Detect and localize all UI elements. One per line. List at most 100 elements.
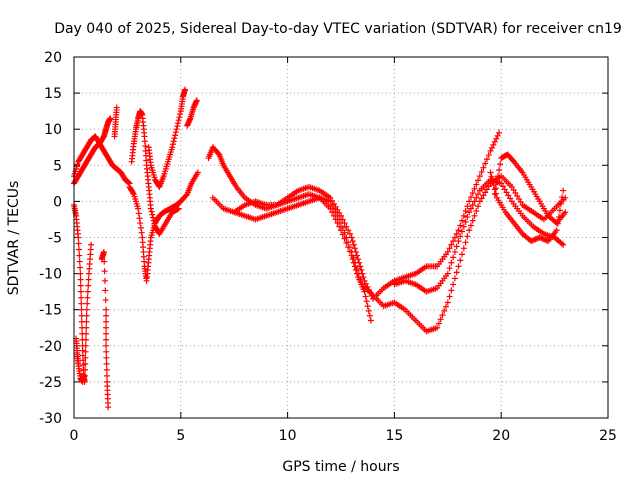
- data-point: [559, 194, 566, 201]
- data-point: [435, 320, 442, 327]
- data-point: [490, 182, 497, 189]
- data-point: [492, 185, 499, 192]
- data-point: [457, 257, 464, 264]
- series-arc-h: [128, 108, 182, 237]
- data-point: [560, 187, 567, 194]
- data-point: [172, 129, 179, 136]
- data-point: [453, 230, 460, 237]
- data-point: [78, 300, 85, 307]
- plot-area: [71, 86, 569, 411]
- data-point: [75, 246, 82, 253]
- data-point: [343, 223, 350, 230]
- data-point: [460, 223, 467, 230]
- data-point: [444, 248, 451, 255]
- series-arc-f: [111, 104, 120, 140]
- data-point: [476, 198, 483, 205]
- data-point: [473, 208, 480, 215]
- data-point: [349, 256, 356, 263]
- data-point: [507, 195, 514, 202]
- data-point: [76, 258, 83, 265]
- data-point: [103, 330, 110, 337]
- data-point: [466, 209, 473, 216]
- data-point: [77, 282, 84, 289]
- data-point: [496, 167, 503, 174]
- data-point: [480, 192, 487, 199]
- data-point: [113, 104, 120, 111]
- data-point: [446, 245, 453, 252]
- x-tick-labels: 0 5 10 15 20 25: [70, 428, 617, 444]
- data-point: [467, 194, 474, 201]
- data-point: [464, 203, 471, 210]
- data-point: [478, 195, 485, 202]
- data-point: [84, 300, 91, 307]
- data-point: [135, 210, 142, 217]
- data-point: [459, 228, 466, 235]
- y-tick-label: 20: [44, 50, 62, 66]
- data-point: [487, 147, 494, 154]
- x-tick-label: 0: [70, 428, 79, 444]
- data-point: [499, 183, 506, 190]
- data-point: [554, 220, 561, 227]
- grid-lines: [74, 57, 608, 418]
- data-point: [466, 227, 473, 234]
- data-point: [327, 198, 334, 205]
- data-point: [194, 169, 201, 176]
- y-tick-label: 0: [53, 194, 62, 210]
- data-point: [464, 233, 471, 240]
- data-point: [450, 254, 457, 261]
- data-point: [138, 229, 145, 236]
- data-point: [553, 227, 560, 234]
- data-point: [193, 97, 200, 104]
- data-point: [182, 86, 189, 93]
- data-point: [365, 307, 372, 314]
- data-point: [352, 266, 359, 273]
- data-point: [85, 282, 92, 289]
- plot-frame: [73, 56, 609, 419]
- data-point: [84, 288, 91, 295]
- data-point: [451, 275, 458, 282]
- data-point: [136, 215, 143, 222]
- data-point: [448, 241, 455, 248]
- data-point: [107, 115, 114, 122]
- data-point: [488, 144, 495, 151]
- data-point: [355, 256, 362, 263]
- y-tick-label: 15: [44, 86, 62, 102]
- data-point: [492, 190, 499, 197]
- x-tick-label: 5: [176, 428, 185, 444]
- data-point: [338, 227, 344, 234]
- data-point: [75, 240, 82, 247]
- data-point: [327, 205, 334, 212]
- data-point: [453, 269, 460, 276]
- data-point: [177, 111, 184, 118]
- data-point: [150, 217, 157, 224]
- series-arc-n: [391, 176, 567, 295]
- data-point: [358, 266, 365, 273]
- data-point: [83, 312, 90, 319]
- data-point: [349, 238, 356, 245]
- data-point: [174, 120, 181, 127]
- x-tick-label: 25: [599, 428, 617, 444]
- series-arc-m: [231, 191, 374, 324]
- data-point: [354, 252, 361, 259]
- data-point: [457, 222, 464, 229]
- data-point: [473, 194, 480, 201]
- data-point: [485, 152, 492, 159]
- y-tick-label: -20: [39, 339, 62, 355]
- data-point: [460, 212, 467, 219]
- data-point: [367, 317, 374, 324]
- data-point: [330, 212, 337, 219]
- series-arc-p: [487, 169, 567, 245]
- data-point: [103, 306, 110, 313]
- x-axis-label: GPS time / hours: [282, 459, 399, 475]
- data-point: [346, 248, 353, 255]
- data-point: [77, 288, 84, 295]
- data-point: [437, 316, 444, 323]
- data-point: [361, 277, 368, 284]
- data-point: [493, 135, 500, 142]
- data-point: [443, 303, 450, 310]
- y-tick-label: -30: [39, 411, 62, 427]
- data-point: [441, 307, 448, 314]
- data-point: [455, 263, 462, 270]
- data-point: [83, 324, 90, 331]
